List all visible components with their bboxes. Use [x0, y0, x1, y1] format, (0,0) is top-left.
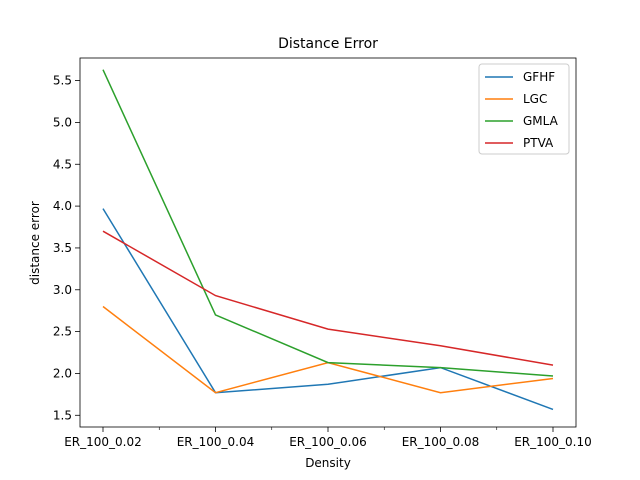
y-tick-label: 4.0 — [53, 199, 72, 213]
y-tick-label: 3.0 — [53, 283, 72, 297]
x-tick-label: ER_100_0.08 — [402, 435, 480, 449]
y-tick-label: 2.0 — [53, 366, 72, 380]
legend-label-gmla: GMLA — [523, 114, 559, 128]
y-tick-label: 5.5 — [53, 74, 72, 88]
legend: GFHF LGC GMLA PTVA — [478, 63, 570, 155]
plot-area — [79, 57, 577, 428]
series-line-gmla — [102, 69, 554, 377]
chart-title: Distance Error — [278, 36, 378, 52]
x-tick-label: ER_100_0.02 — [64, 435, 142, 449]
legend-label-gfhf: GFHF — [523, 70, 555, 84]
x-tick-label: ER_100_0.04 — [177, 435, 255, 449]
y-tick-label: 5.0 — [53, 115, 72, 129]
series-line-gfhf — [102, 208, 554, 411]
y-tick-label: 4.5 — [53, 157, 72, 171]
y-tick-label: 3.5 — [53, 241, 72, 255]
series-line-ptva — [102, 230, 554, 366]
x-tick-label: ER_100_0.06 — [289, 435, 367, 449]
legend-label-ptva: PTVA — [523, 136, 554, 150]
y-tick-label: 1.5 — [53, 408, 72, 422]
x-tick-label: ER_100_0.10 — [514, 435, 592, 449]
y-axis-label: distance error — [28, 201, 42, 285]
y-axis: 1.5 2.0 2.5 3.0 3.5 4.0 4.5 5.0 5.5 — [53, 74, 80, 422]
x-axis-label: Density — [305, 456, 351, 470]
legend-label-lgc: LGC — [523, 92, 547, 106]
x-axis: ER_100_0.02 ER_100_0.04 ER_100_0.06 ER_100_… — [64, 427, 592, 449]
y-tick-label: 2.5 — [53, 325, 72, 339]
legend-box — [478, 63, 570, 155]
